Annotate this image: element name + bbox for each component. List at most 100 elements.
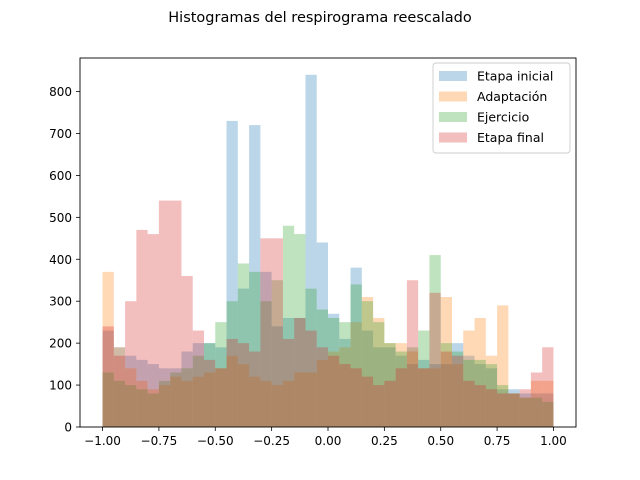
- histogram-bar: [508, 393, 520, 427]
- histogram-bar: [418, 368, 430, 427]
- histogram-bar: [305, 330, 317, 427]
- histogram-bar: [350, 284, 362, 427]
- histogram-bar: [316, 359, 328, 427]
- histogram-bar: [192, 343, 204, 427]
- histogram-bar: [328, 355, 340, 427]
- histogram-bar: [305, 372, 317, 427]
- histogram-bar: [452, 351, 464, 427]
- histogram-bar: [181, 276, 193, 427]
- histogram-bar: [215, 347, 227, 427]
- legend-swatch: [439, 71, 467, 81]
- histogram-bar: [485, 364, 498, 427]
- histogram-bar: [204, 343, 216, 427]
- series-1-bars: [102, 271, 554, 428]
- histogram-bar: [463, 330, 475, 427]
- histogram-bar: [328, 317, 340, 427]
- histogram-bar: [339, 338, 351, 427]
- y-tick-label: 300: [49, 295, 72, 309]
- histogram-bar: [305, 74, 317, 428]
- histogram-bar: [249, 376, 261, 427]
- histogram-bar: [519, 389, 531, 427]
- histogram-bar: [237, 364, 250, 427]
- histogram-bar: [350, 368, 362, 427]
- histogram-bar: [542, 380, 554, 428]
- histogram-bar: [418, 330, 430, 427]
- legend-label: Etapa final: [477, 130, 544, 145]
- y-tick-label: 700: [49, 127, 72, 141]
- histogram-bar: [260, 238, 272, 427]
- histogram-bar: [373, 317, 385, 427]
- x-axis-ticks: −1.00 −0.75 −0.50 −0.25 0.00 0.25 0.50 0.75 1.00: [84, 427, 567, 448]
- histogram-bar: [192, 355, 204, 427]
- histogram-bar: [474, 364, 486, 427]
- histogram-bar: [316, 309, 328, 427]
- histogram-bar: [328, 351, 340, 427]
- histogram-bar: [497, 393, 509, 427]
- histogram-bar: [204, 359, 216, 427]
- y-tick-label: 0: [64, 421, 72, 435]
- histogram-bar: [113, 380, 126, 428]
- histogram-bar: [260, 380, 272, 428]
- histogram-bar: [463, 355, 475, 427]
- histogram-bar: [136, 389, 148, 427]
- histogram-bar: [339, 364, 351, 427]
- histogram-bar: [282, 338, 295, 427]
- histogram-bar: [102, 271, 114, 427]
- histogram-bar: [102, 372, 114, 427]
- histogram-bar: [406, 347, 419, 427]
- histogram-bar: [192, 330, 204, 427]
- histogram-bar: [204, 372, 216, 427]
- histogram-bar: [339, 322, 351, 427]
- histogram-bar: [113, 347, 126, 427]
- legend-label: Ejercicio: [477, 110, 529, 125]
- x-tick-label: −0.25: [253, 434, 290, 448]
- histogram-bar: [474, 359, 486, 427]
- histogram-bar: [249, 125, 261, 427]
- legend-swatch: [439, 91, 467, 102]
- histogram-bar: [373, 347, 385, 427]
- legend: Etapa inicial Adaptación Ejercicio Etapa fi…: [432, 62, 571, 154]
- legend-swatch: [439, 112, 467, 122]
- histogram-bar: [147, 234, 159, 427]
- histogram-bar: [440, 351, 452, 427]
- histogram-bar: [158, 368, 171, 427]
- series-3-bars: [102, 200, 554, 428]
- histogram-bar: [542, 401, 554, 427]
- histogram-bar: [395, 343, 407, 427]
- histogram-bar: [474, 385, 486, 427]
- histogram-bar: [384, 343, 396, 427]
- y-tick-label: 100: [49, 379, 72, 393]
- histogram-bar: [215, 368, 227, 427]
- y-tick-label: 200: [49, 337, 72, 351]
- histogram-bar: [530, 372, 543, 427]
- histogram-bar: [260, 301, 272, 427]
- histogram-bar: [158, 385, 171, 427]
- chart-title: Histogramas del respirograma reescalado: [168, 10, 472, 26]
- y-axis-ticks: 0 100 200 300 400 500 600 700 800: [49, 85, 80, 435]
- histogram-bar: [452, 355, 464, 427]
- x-tick-label: 0.25: [371, 434, 398, 448]
- histogram-bar: [508, 389, 520, 427]
- histogram-bar: [260, 271, 272, 427]
- histogram-bar: [249, 351, 261, 427]
- histogram-bar: [373, 322, 385, 427]
- histogram-bar: [485, 389, 498, 427]
- histogram-bar: [125, 301, 137, 427]
- series-2-bars: [102, 225, 554, 428]
- histogram-bar: [125, 368, 137, 427]
- histogram-bar: [440, 297, 452, 427]
- histogram-bar: [485, 368, 498, 427]
- histogram-bar: [328, 313, 340, 427]
- histogram-bar: [542, 393, 554, 427]
- histogram-bar: [147, 393, 159, 427]
- legend-label: Adaptación: [477, 89, 547, 104]
- histogram-bar: [204, 343, 216, 427]
- histogram-bar: [384, 380, 396, 428]
- histogram-bar: [158, 380, 171, 428]
- histogram-bar: [542, 347, 554, 427]
- x-tick-label: −0.75: [141, 434, 178, 448]
- histogram-bar: [508, 393, 520, 427]
- histogram-bar: [395, 351, 407, 427]
- histogram-bar: [305, 288, 317, 428]
